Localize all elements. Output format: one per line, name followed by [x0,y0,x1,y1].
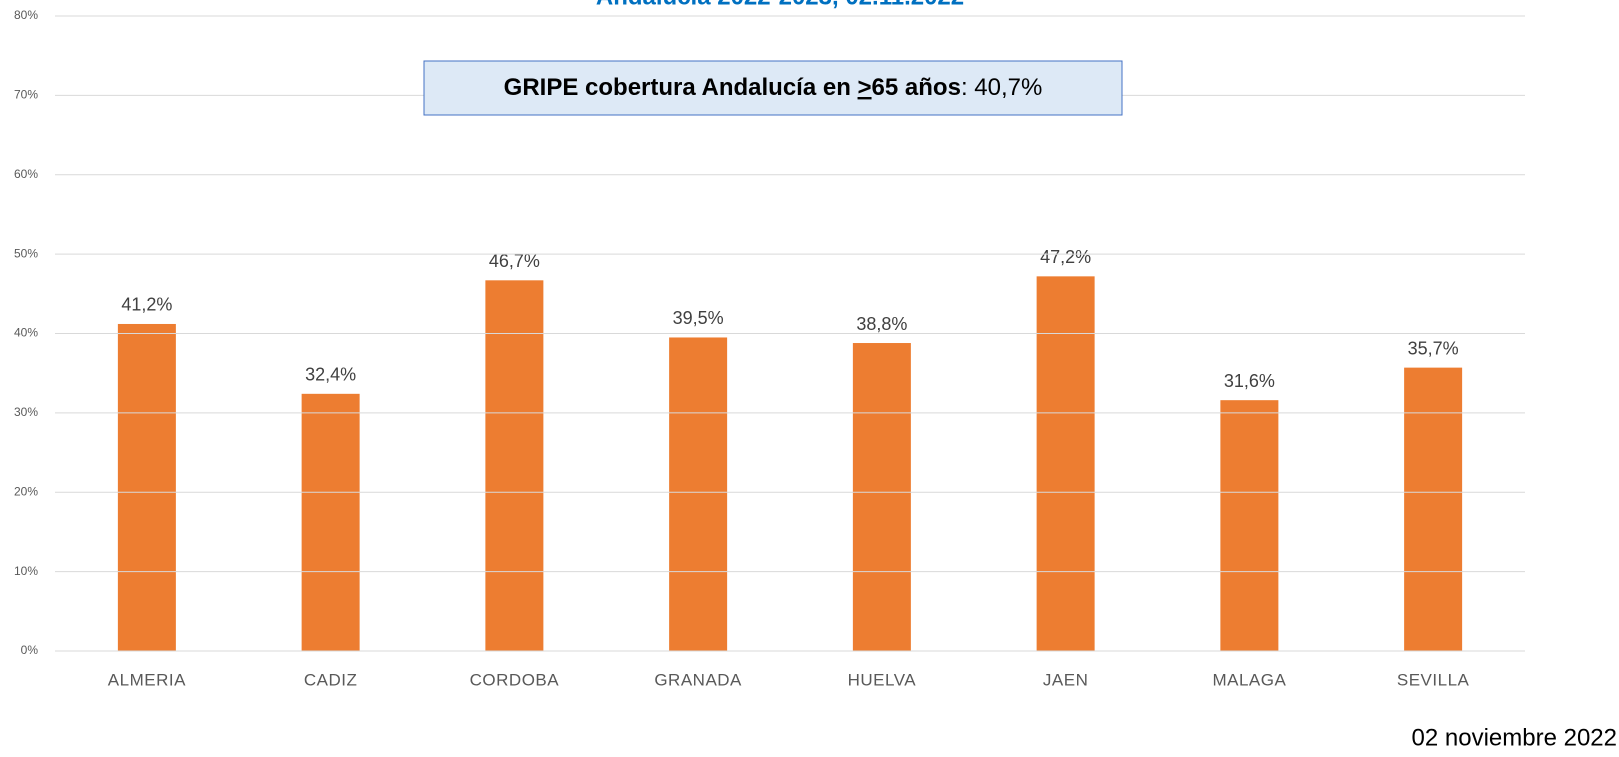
value-label: 46,7% [489,251,540,271]
y-tick-label: 40% [14,326,38,340]
bar [485,280,544,651]
x-tick-label: GRANADA [654,670,742,689]
annotation: GRIPE cobertura Andalucía en >65 años: 4… [504,74,1043,101]
value-label: 31,6% [1224,371,1275,391]
annotation-part: 65 años [872,74,961,101]
annotation-part: : 40,7% [961,74,1042,101]
y-tick-label: 70% [14,88,38,102]
bar [1036,276,1095,651]
x-tick-label: CORDOBA [470,670,560,689]
x-tick-label: HUELVA [848,670,917,689]
bar [852,343,911,651]
bar [301,393,360,651]
bar [117,323,176,651]
x-tick-label: CADIZ [304,670,358,689]
bar [669,337,728,651]
annotation-part: GRIPE cobertura Andalucía en [504,74,858,101]
value-label: 32,4% [305,365,356,385]
y-tick-label: 20% [14,484,38,498]
y-tick-label: 50% [14,246,38,260]
value-label: 35,7% [1408,338,1459,358]
annotation-part: > [858,74,872,101]
chart-title: Andalucía 2022-2023, 02.11.2022 [596,0,964,10]
annotation-box [423,60,1123,116]
value-label: 47,2% [1040,247,1091,267]
y-tick-label: 60% [14,167,38,181]
y-tick-label: 30% [14,405,38,419]
value-label: 41,2% [121,295,172,315]
value-label: 38,8% [856,314,907,334]
y-tick-label: 10% [14,564,38,578]
bar [1404,367,1463,651]
y-tick-label: 80% [14,8,38,22]
x-tick-label: MALAGA [1212,670,1286,689]
value-label: 39,5% [673,308,724,328]
y-tick-label: 0% [21,643,39,657]
bar [1220,400,1279,651]
x-tick-label: JAEN [1043,670,1088,689]
x-tick-label: ALMERIA [108,670,186,689]
footer: 02 noviembre 2022 [1412,724,1617,751]
x-tick-label: SEVILLA [1397,670,1470,689]
